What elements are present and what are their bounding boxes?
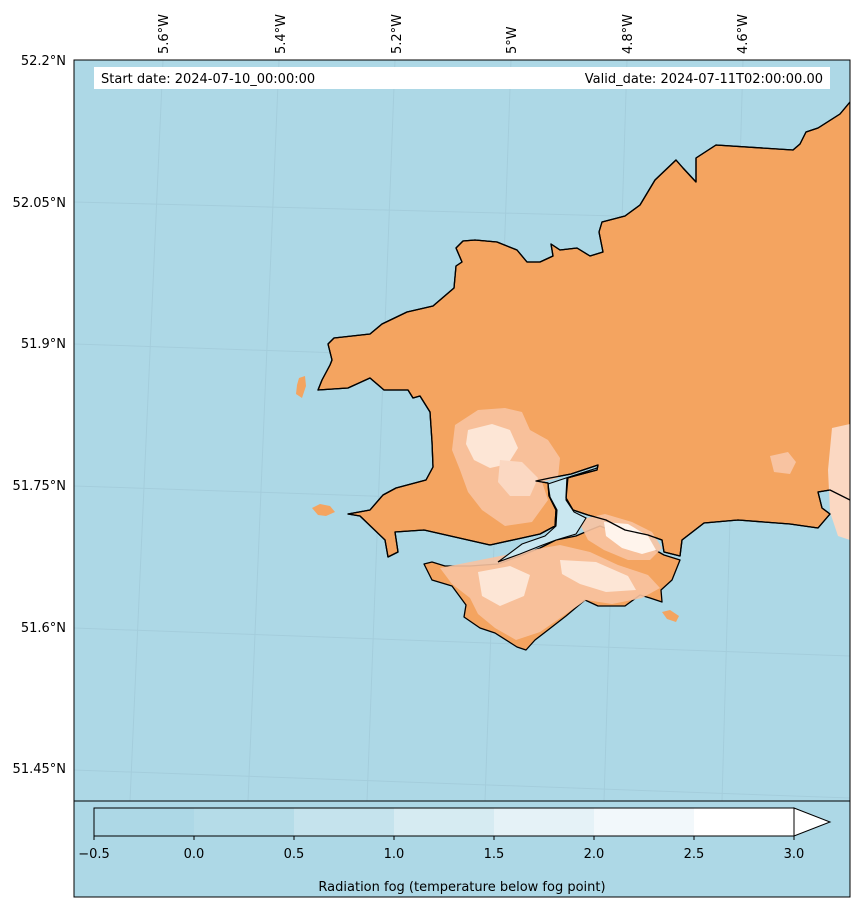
fog-patch-east-core <box>604 522 656 554</box>
latitude-labels: 52.2°N 52.05°N 51.9°N 51.75°N 51.6°N 51.… <box>13 54 66 777</box>
lat-label-51-45n: 51.45°N <box>13 762 66 777</box>
fog-patch-peninsula-core-2 <box>560 560 636 592</box>
caldey-island <box>662 610 679 622</box>
meridian-5-2w <box>366 60 396 801</box>
lat-label-52-2n: 52.2°N <box>21 54 66 69</box>
mainland-coastline <box>317 101 850 558</box>
valid-date-label: Valid_date: 2024-07-11T02:00:00.00 <box>585 72 823 87</box>
colorbar-label: Radiation fog (temperature below fog poi… <box>318 880 605 895</box>
lat-label-51-9n: 51.9°N <box>21 337 66 352</box>
parallel-51-6n <box>74 627 850 657</box>
parallel-51-45n <box>74 769 850 799</box>
start-date-label: Start date: 2024-07-10_00:00:00 <box>101 72 315 87</box>
ramsey-island <box>296 376 306 398</box>
fog-patch-small-1 <box>770 452 796 474</box>
colorbar-segments <box>93 807 795 837</box>
longitude-labels: 5.6°W 5.4°W 5.2°W 5°W 4.8°W 4.6°W <box>157 14 751 54</box>
colorbar-tick-label: 1.0 <box>384 847 405 862</box>
fog-patch-west-core <box>466 424 518 468</box>
colorbar-ticks: −0.5 0.0 0.5 1.0 1.5 2.0 2.5 3.0 <box>78 836 804 862</box>
colorbar-segment <box>194 808 294 836</box>
skomer-island <box>312 504 335 516</box>
colorbar-tick-label: 0.5 <box>284 847 305 862</box>
colorbar-panel: −0.5 0.0 0.5 1.0 1.5 2.0 2.5 3.0 Radiation fog … <box>73 800 851 898</box>
lat-label-51-6n: 51.6°N <box>21 621 66 636</box>
lat-label-51-75n: 51.75°N <box>13 479 66 494</box>
fog-patches <box>440 408 850 640</box>
lon-label-4-8w: 4.8°W <box>621 14 636 54</box>
lon-label-5-4w: 5.4°W <box>274 14 289 54</box>
fog-patch-east-edge <box>828 424 850 540</box>
lon-label-4-6w: 4.6°W <box>736 14 751 54</box>
colorbar-segment <box>694 808 794 836</box>
colorbar-extend-arrow <box>793 807 832 837</box>
lon-label-5w: 5°W <box>505 26 520 54</box>
colorbar-segment <box>394 808 494 836</box>
fog-patch-west-core-2 <box>498 460 538 496</box>
colorbar-tick-label: 0.0 <box>184 847 205 862</box>
colorbar-segment <box>94 808 194 836</box>
map-panel: Start date: 2024-07-10_00:00:00 Valid_da… <box>74 60 850 801</box>
colorbar-tick-label: −0.5 <box>78 847 110 862</box>
colorbar-tick-label: 2.5 <box>684 847 705 862</box>
lon-label-5-2w: 5.2°W <box>390 14 405 54</box>
colorbar-tick-label: 1.5 <box>484 847 505 862</box>
colorbar-segment <box>594 808 694 836</box>
meridian-5-6w <box>129 60 164 801</box>
lon-label-5-6w: 5.6°W <box>157 14 172 54</box>
fog-patch-peninsula-core <box>478 566 530 606</box>
graticule <box>74 60 850 801</box>
meridian-5-4w <box>247 60 280 801</box>
colorbar-segment <box>494 808 594 836</box>
info-bar <box>94 67 830 89</box>
colorbar-segment <box>294 808 394 836</box>
lat-label-52-05n: 52.05°N <box>13 196 66 211</box>
colorbar-tick-label: 2.0 <box>584 847 605 862</box>
colorbar-tick-label: 3.0 <box>784 847 805 862</box>
